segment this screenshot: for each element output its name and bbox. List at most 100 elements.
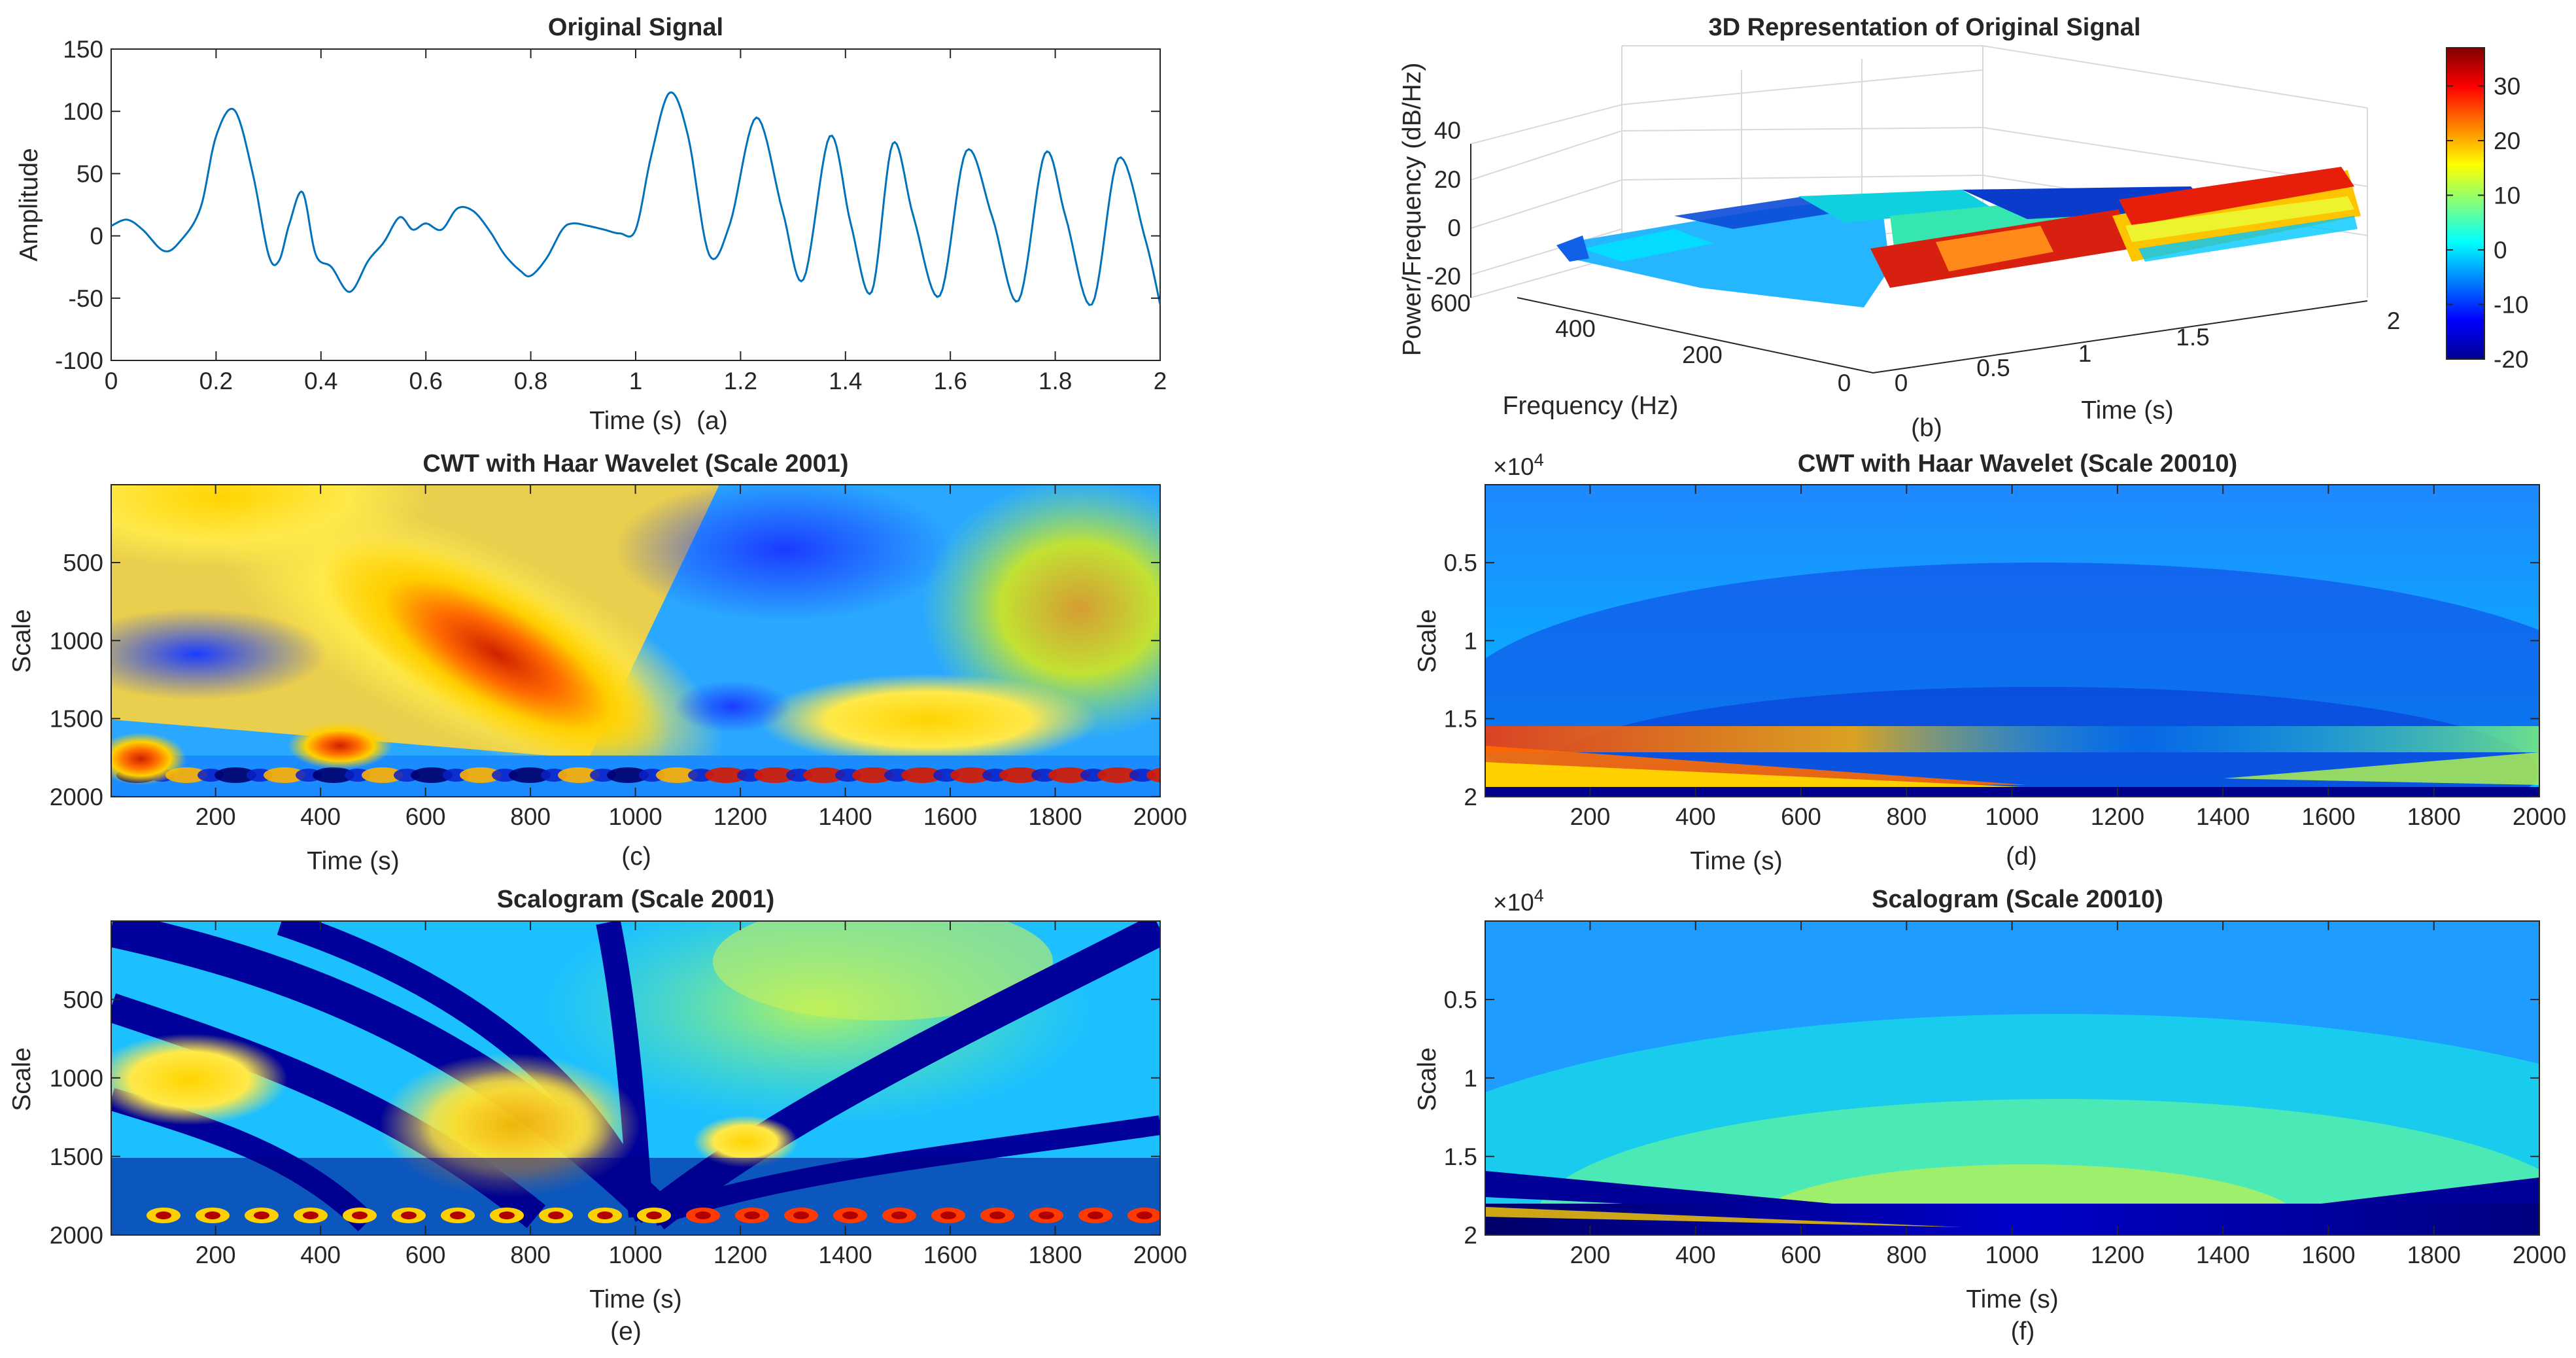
panel-e-band-blob [205,1211,220,1219]
panel-e-band-blob [303,1211,318,1219]
panel-e-ytick-label: 2000 [50,1222,103,1249]
panel-c-band-blob [264,767,305,783]
panel-a-original-signal: Original Signal 0 0.2 0.4 0.6 0.8 1 1.2 1.4 1.6 1… [15,14,1167,435]
panel-a-title: Original Signal [548,14,723,41]
panel-d-title: CWT with Haar Wavelet (Scale 20010) [1798,450,2237,478]
panel-f-xtick-label: 2000 [2513,1242,2566,1268]
panel-f-heatmap [1485,921,2539,1235]
panel-e-band-blob [548,1211,564,1219]
panel-c-band-blob [607,767,649,783]
panel-c-xtick-label: 1800 [1028,803,1082,830]
panel-d-xtick-label: 600 [1781,803,1821,830]
panel-b-colorbar [2446,47,2485,360]
panel-f-xtick-label: 200 [1570,1242,1611,1268]
panel-c-ytick-label: 500 [63,549,103,576]
panel-a-axes-box [111,48,1161,361]
panel-f-xtick-label: 600 [1781,1242,1821,1268]
panel-d-xtick-label: 1600 [2301,803,2355,830]
panel-e-xtick-label: 1000 [608,1242,662,1268]
panel-c-band-blob [1178,769,1205,782]
panel-a-xtick-label: 1.8 [1039,368,1072,394]
panel-a-ytick-label: 100 [63,98,103,125]
panel-b-surface [1556,167,2361,307]
panel-e-ylabel: Scale [8,1047,36,1111]
panel-f-xtick-label: 1000 [1985,1242,2038,1268]
panel-b-freq-tick: 600 [1430,290,1471,317]
panel-a-ylabel: Amplitude [15,148,43,261]
panel-a-xtick-label: 0.6 [409,368,442,394]
panel-c-band-blob [1048,767,1090,783]
panel-b-freq-tick: 0 [1838,370,1851,396]
panel-d-label: (d) [2006,843,2037,871]
panel-c-band-blob [1097,767,1139,783]
panel-c-band-blob [1146,767,1160,783]
panel-b-ztick: -20 [1426,263,1461,290]
panel-f-ytick-label: 1 [1464,1065,1477,1092]
panel-f-ylabel: Scale [1413,1047,1441,1111]
panel-c-xtick-label: 1600 [923,803,977,830]
panel-d-xtick-label: 1000 [1985,803,2038,830]
panel-f-ytick-label: 2 [1464,1222,1477,1249]
panel-a-xtick-label: 1.6 [933,368,967,394]
panel-a-xtick-label: 0.8 [514,368,547,394]
panel-c-band-blob [705,767,747,783]
panel-b-time-tick: 0 [1895,370,1908,396]
panel-a-xtick-label: 2 [1154,368,1167,394]
panel-e-xtick-label: 2000 [1133,1242,1187,1268]
panel-e-title: Scalogram (Scale 2001) [497,886,775,913]
panel-a-ytick-label: -100 [55,347,103,374]
panel-d-xtick-label: 400 [1675,803,1716,830]
panel-e-xtick-label: 1600 [923,1242,977,1268]
panel-c-band-blob [852,767,894,783]
panel-c-xtick-label: 1400 [818,803,872,830]
panel-e-band-blob [450,1211,466,1219]
panel-c-band-blob [803,767,845,783]
panel-e-band-blob [156,1211,171,1219]
panel-b-freq-tick: 200 [1682,341,1723,368]
panel-d-ytick-label: 1.5 [1444,706,1477,733]
panel-c-band-blob [313,767,354,783]
panel-b-axes [1517,297,2368,374]
panel-c-xtick-label: 1000 [608,803,662,830]
panel-f-xtick-label: 800 [1886,1242,1927,1268]
panel-e-band-blob [1137,1211,1152,1219]
panel-e-xtick-label: 1200 [713,1242,767,1268]
panel-c-band-blob [656,767,698,783]
panel-f-ytick-label: 0.5 [1444,986,1477,1013]
panel-c-band-blob [509,767,551,783]
panel-e-xtick-label: 800 [510,1242,551,1268]
panel-b-ylabel: Frequency (Hz) [1503,392,1679,420]
panel-c-cwt-2001: CWT with Haar Wavelet (Scale 2001) 200 40… [8,450,1205,875]
panel-f-scalogram-20010: Scalogram (Scale 20010) ×104 200 400 600 80… [1413,886,2566,1346]
panel-c-ytick-label: 1000 [50,627,103,654]
panel-d-xtick-label: 1400 [2196,803,2250,830]
panel-f-xtick-label: 400 [1675,1242,1716,1268]
panel-c-ylabel: Scale [8,609,36,673]
panel-e-band-blob [646,1211,662,1219]
panel-e-xtick-label: 400 [300,1242,341,1268]
panel-e-band-blob [1088,1211,1103,1219]
panel-e-xtick-label: 600 [405,1242,446,1268]
panel-f-ytick-label: 1.5 [1444,1143,1477,1170]
panel-d-xtick-label: 1200 [2091,803,2144,830]
panel-d-xtick-label: 800 [1886,803,1927,830]
panel-c-heatmap [111,485,1160,797]
panel-c-xtick-label: 1200 [713,803,767,830]
panel-c-xtick-label: 800 [510,803,551,830]
panel-a-xtick-label: 1.4 [829,368,862,394]
panel-e-scalogram-2001: Scalogram (Scale 2001) 200 400 600 800 1000 1… [8,886,1187,1346]
panel-d-ylabel: Scale [1413,609,1441,673]
panel-e-xtick-label: 1800 [1028,1242,1082,1268]
panel-b-zlabel: Power/Frequency (dB/Hz) [1398,63,1426,357]
panel-b-ztick: 40 [1434,117,1461,144]
panel-a-xtick-label: 1.2 [724,368,757,394]
panel-b-colorbar-label: -10 [2494,291,2528,318]
panel-c-xtick-label: 600 [405,803,446,830]
panel-b-time-tick: 0.5 [1976,355,2010,381]
panel-e-ytick-label: 1000 [50,1065,103,1092]
panel-c-ytick-label: 1500 [50,706,103,733]
panel-a-ytick-label: -50 [69,285,103,312]
panel-a-xtick-label: 0.4 [304,368,337,394]
panel-c-band-blob [558,767,600,783]
